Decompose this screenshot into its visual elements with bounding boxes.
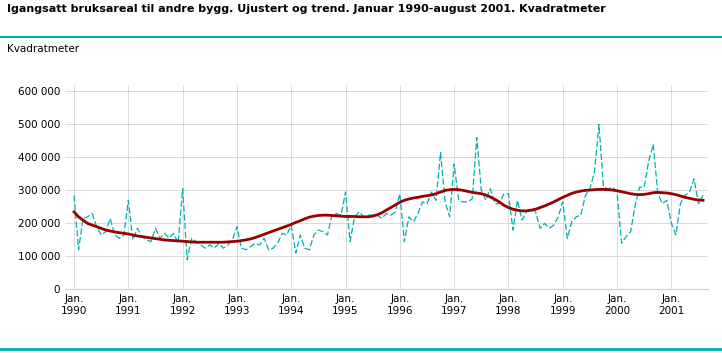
- Text: Igangsatt bruksareal til andre bygg. Ujustert og trend. Januar 1990-august 2001.: Igangsatt bruksareal til andre bygg. Uju…: [7, 4, 606, 13]
- Text: Kvadratmeter: Kvadratmeter: [7, 44, 79, 54]
